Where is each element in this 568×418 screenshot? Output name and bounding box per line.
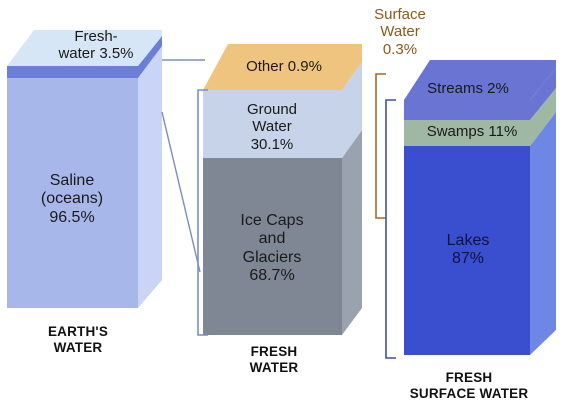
ice-caps-label-line-3: Glaciers	[242, 248, 302, 266]
ocean-side-face	[138, 46, 162, 308]
swamps-label: Swamps 11%	[410, 123, 534, 140]
groundwater-label: Ground Water 30.1%	[212, 101, 332, 153]
fresh-surface-water-caption-line-1: FRESH	[445, 370, 493, 385]
saline-label-line-1: Saline	[49, 172, 95, 189]
earths-water-column	[7, 30, 162, 308]
other-label-line-1: Other 0.9%	[246, 58, 322, 75]
ice-caps-label-line-1: Ice Caps	[240, 212, 304, 229]
freshwater-band-side	[138, 36, 162, 78]
ice-caps-label-line-4: 68.7%	[249, 267, 295, 285]
lakes-label-line-2: 87%	[451, 250, 485, 268]
surface-water-callout-line-2: Water	[380, 23, 420, 41]
connector-line-lower	[161, 111, 201, 273]
other-top-face	[203, 44, 362, 90]
swamps-label-line-1: Swamps 11%	[426, 123, 518, 140]
ice-caps-label-line-2: and	[258, 230, 286, 248]
freshwater-top-face	[7, 30, 162, 66]
earths-water-caption-line-2: WATER	[53, 339, 103, 355]
saline-label: Saline (oceans) 96.5%	[20, 172, 124, 227]
swamps-side-face	[530, 88, 556, 146]
fresh-surface-water-caption: FRESH SURFACE WATER	[404, 370, 534, 401]
freshwater-label: Fresh- water 3.5%	[42, 28, 150, 63]
earths-water-caption: EARTH'S WATER	[30, 324, 126, 355]
earths-water-caption-line-1: EARTH'S	[47, 324, 109, 339]
groundwater-label-line-2: Water	[252, 118, 292, 136]
fresh-surface-water-bracket	[385, 99, 396, 359]
freshwater-label-line-2: water 3.5%	[58, 45, 134, 63]
surface-water-callout-line-3: 0.3%	[382, 40, 418, 58]
groundwater-front-face	[203, 90, 342, 158]
streams-side-face	[530, 68, 556, 120]
streams-front-face	[404, 100, 530, 120]
fresh-water-column	[203, 44, 362, 335]
surface-water-callout-line-1: Surface	[374, 6, 426, 23]
freshwater-label-line-1: Fresh-	[74, 28, 118, 45]
ocean-front-face	[7, 78, 138, 308]
saline-label-line-3: 96.5%	[49, 208, 95, 226]
swamps-front-face	[404, 120, 530, 146]
fresh-water-bracket	[197, 89, 208, 336]
lakes-side-face	[530, 112, 556, 355]
surface-water-bracket	[375, 73, 386, 219]
ice-caps-label: Ice Caps and Glaciers 68.7%	[212, 212, 332, 286]
ice-side-face	[342, 130, 362, 335]
fresh-water-caption-line-1: FRESH	[250, 344, 298, 359]
groundwater-side-face	[342, 62, 362, 158]
lakes-label: Lakes 87%	[420, 232, 516, 269]
saline-label-line-2: (oceans)	[40, 190, 104, 208]
surface-water-callout: Surface Water 0.3%	[360, 6, 440, 58]
groundwater-label-line-1: Ground	[246, 101, 298, 118]
fresh-surface-water-column	[404, 60, 556, 355]
fresh-water-caption: FRESH WATER	[226, 344, 322, 375]
other-label: Other 0.9%	[225, 58, 343, 75]
groundwater-label-line-3: 30.1%	[250, 135, 294, 153]
streams-label: Streams 2%	[410, 80, 526, 97]
streams-top-face	[404, 60, 556, 100]
ice-front-face	[203, 158, 342, 335]
streams-label-line-1: Streams 2%	[427, 80, 509, 97]
fresh-water-caption-line-2: WATER	[249, 359, 299, 375]
lakes-front-face	[404, 146, 530, 355]
lakes-label-line-1: Lakes	[446, 232, 490, 249]
fresh-surface-water-caption-line-2: SURFACE WATER	[409, 385, 529, 401]
freshwater-band	[7, 66, 138, 78]
